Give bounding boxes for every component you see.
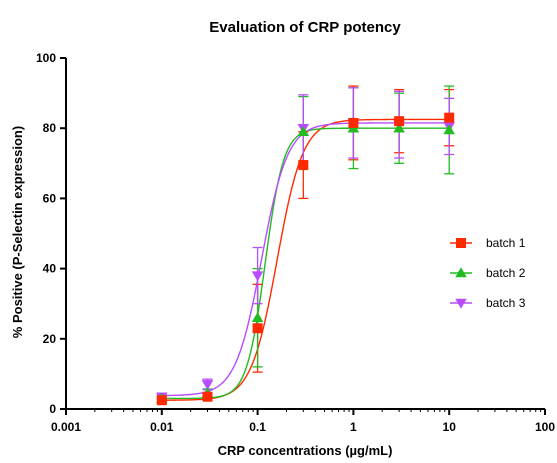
x-tick-label: 0.1 [249, 420, 266, 434]
axes: 0.001 0.01 0.1 1 10 100 0 20 40 60 80 100 [36, 51, 555, 434]
legend-entry: batch 1 [450, 236, 526, 250]
data-point [393, 122, 405, 133]
x-tick-label: 100 [535, 420, 555, 434]
data-point [156, 395, 167, 406]
legend-label: batch 2 [486, 266, 526, 280]
legend-marker [456, 238, 466, 248]
x-tick-label: 0.01 [150, 420, 174, 434]
data-point [201, 380, 214, 391]
data-point [348, 117, 359, 128]
data-point [251, 271, 264, 282]
data-point [298, 160, 309, 171]
data-point [444, 112, 455, 123]
x-tick-label: 0.001 [51, 420, 81, 434]
y-axis-label: % Positive (P-Selectin expression) [10, 126, 25, 338]
data-point [394, 116, 405, 127]
y-tick-label: 0 [49, 402, 56, 416]
x-axis-label: CRP concentrations (µg/mL) [218, 443, 393, 458]
y-tick-label: 20 [43, 332, 57, 346]
y-tick-label: 60 [43, 191, 57, 205]
data-point [443, 124, 455, 135]
data-point [251, 311, 264, 322]
x-tick-label: 1 [350, 420, 357, 434]
chart-title: Evaluation of CRP potency [209, 19, 401, 36]
legend-marker [455, 298, 467, 309]
data-markers [156, 112, 455, 406]
y-tick-label: 100 [36, 51, 56, 65]
y-tick-label: 40 [43, 262, 57, 276]
y-tick-label: 80 [43, 121, 57, 135]
data-point [202, 391, 213, 402]
legend: batch 1 batch 2 batch 3 [450, 236, 526, 310]
legend-label: batch 3 [486, 296, 526, 310]
legend-entry: batch 2 [450, 266, 526, 280]
data-point [252, 323, 263, 334]
legend-label: batch 1 [486, 236, 526, 250]
legend-entry: batch 3 [450, 296, 526, 310]
data-point [297, 125, 310, 136]
legend-marker [455, 267, 467, 278]
x-tick-label: 10 [443, 420, 457, 434]
